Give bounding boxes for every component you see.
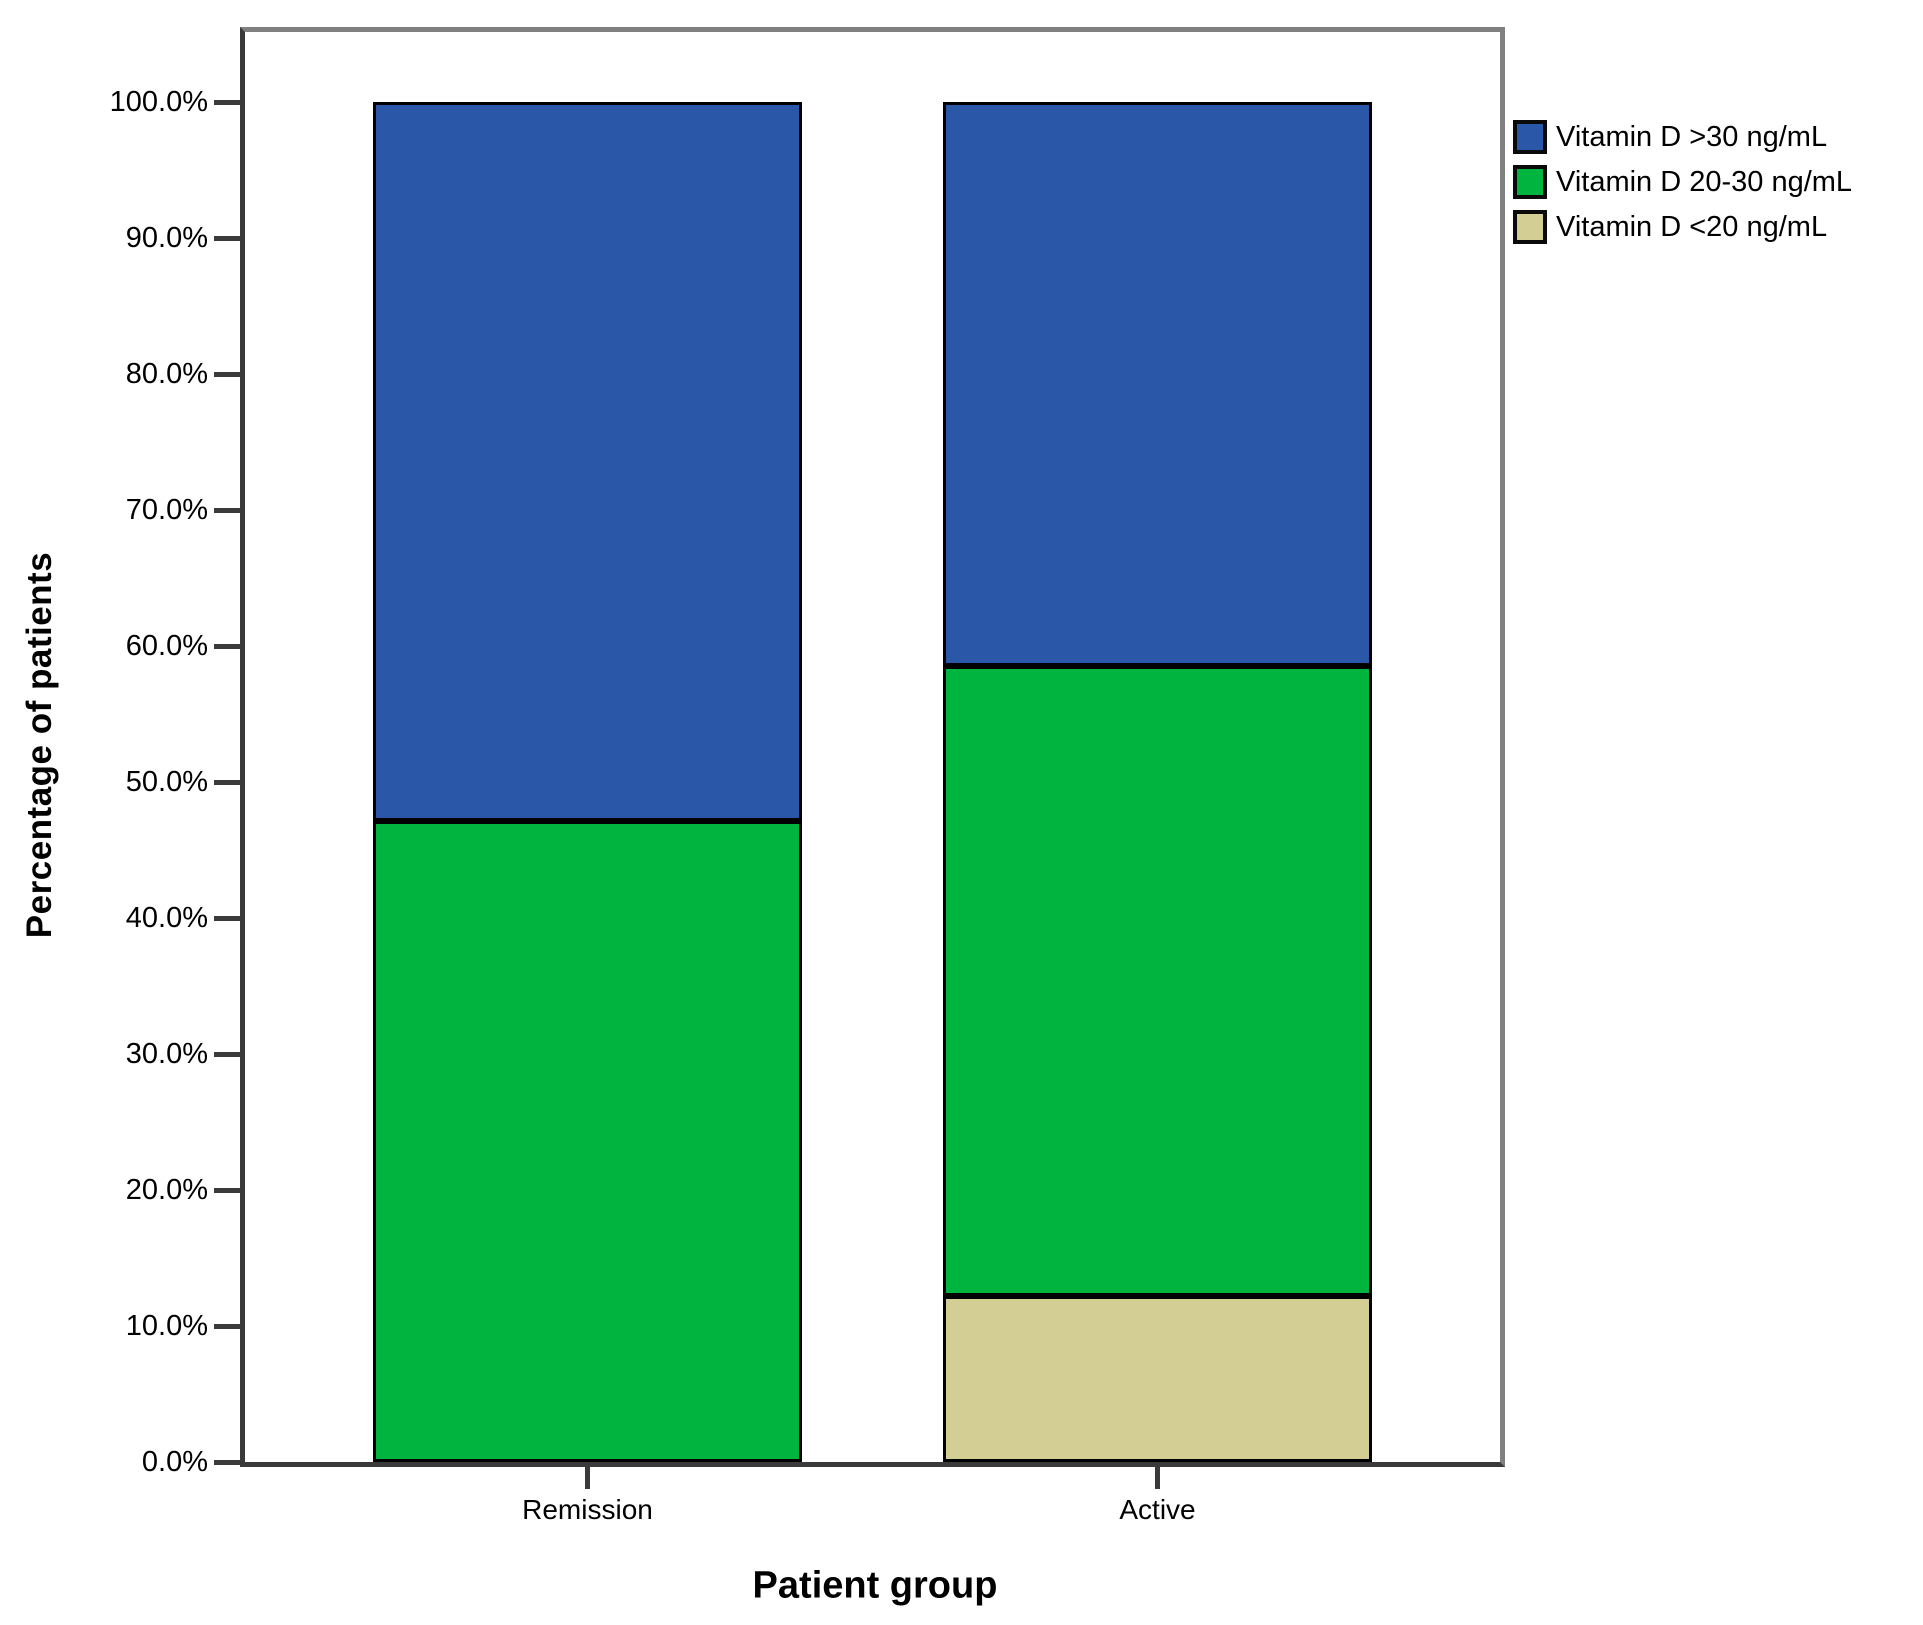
y-tick-mark [214, 372, 240, 377]
y-tick-label: 20.0% [125, 1174, 208, 1206]
y-tick-label: 50.0% [125, 766, 208, 798]
legend-label: Vitamin D <20 ng/mL [1556, 210, 1828, 243]
x-tick-label-remission: Remission [522, 1494, 653, 1525]
y-tick-label: 60.0% [125, 630, 208, 662]
y-tick-mark [214, 916, 240, 921]
y-tick-label: 40.0% [125, 902, 208, 934]
y-tick-mark [214, 236, 240, 241]
y-tick-mark [214, 100, 240, 105]
y-tick-mark [214, 644, 240, 649]
y-tick-label: 10.0% [125, 1310, 208, 1342]
y-tick-mark [214, 1324, 240, 1329]
legend-entry: Vitamin D >30 ng/mL [1513, 120, 1852, 154]
legend-entry: Vitamin D 20-30 ng/mL [1513, 165, 1852, 199]
y-tick-mark [214, 508, 240, 513]
legend-swatch-icon [1513, 210, 1547, 244]
bar-segment-active [943, 666, 1372, 1297]
x-tick-label-active: Active [1119, 1494, 1196, 1525]
bar-segment-active [943, 102, 1372, 667]
y-tick-label: 100.0% [109, 86, 208, 118]
bar-segment-remission [373, 102, 802, 822]
legend-label: Vitamin D >30 ng/mL [1556, 120, 1828, 153]
x-tick-mark [1155, 1462, 1160, 1489]
legend-swatch-icon [1513, 120, 1547, 154]
y-tick-mark [214, 1460, 240, 1465]
legend-swatch-icon [1513, 165, 1547, 199]
bar-segment-remission [373, 821, 802, 1462]
x-tick-mark [585, 1462, 590, 1489]
y-tick-label: 70.0% [125, 494, 208, 526]
legend-entry: Vitamin D <20 ng/mL [1513, 210, 1852, 244]
y-tick-label: 30.0% [125, 1038, 208, 1070]
x-axis-title: Patient group [752, 1564, 998, 1607]
y-tick-mark [214, 780, 240, 785]
y-tick-label: 80.0% [125, 358, 208, 390]
y-tick-mark [214, 1052, 240, 1057]
y-tick-mark [214, 1188, 240, 1193]
y-tick-label: 90.0% [125, 222, 208, 254]
legend: Vitamin D >30 ng/mL Vitamin D 20-30 ng/mL… [1513, 120, 1852, 255]
bar-segment-active [943, 1296, 1372, 1462]
y-axis-title: Percentage of patients [20, 551, 59, 939]
legend-label: Vitamin D 20-30 ng/mL [1556, 165, 1853, 198]
y-tick-label: 0.0% [141, 1446, 208, 1478]
